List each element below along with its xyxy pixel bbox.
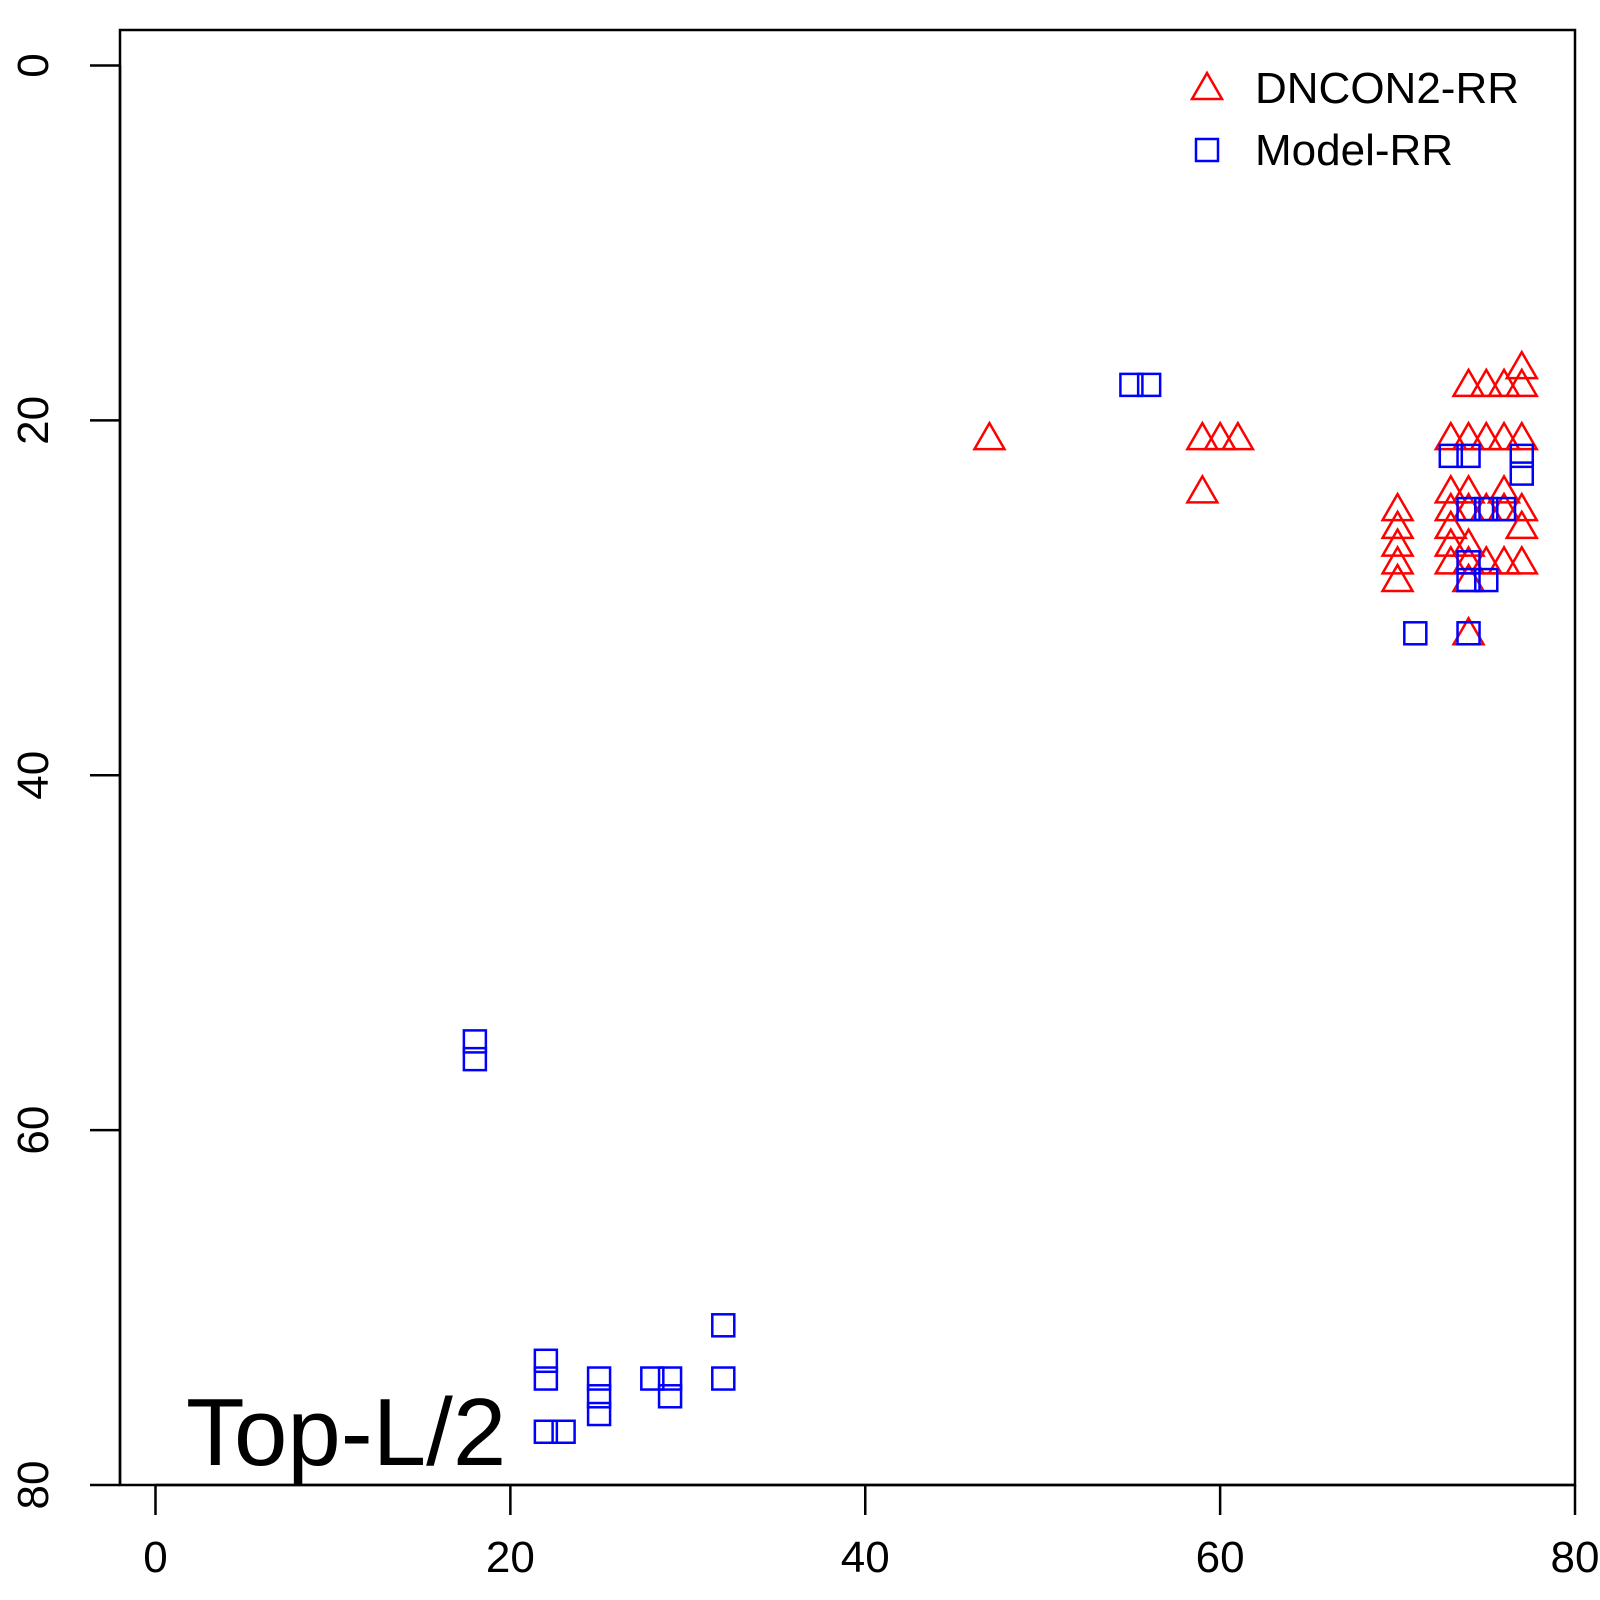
square-point — [1136, 372, 1162, 398]
triangle-point — [1504, 509, 1539, 540]
plot-frame — [118, 28, 1577, 1487]
triangle-point — [1380, 562, 1415, 593]
series-square — [462, 372, 1535, 1445]
legend-item: DNCON2-RR — [1189, 64, 1519, 113]
triangle-point — [1486, 420, 1522, 451]
square-point — [640, 1366, 665, 1391]
triangle-point — [1433, 420, 1468, 451]
legend-label: Model-RR — [1255, 126, 1453, 175]
square-point — [1491, 496, 1517, 522]
triangle-point — [1504, 367, 1539, 398]
x-tick-label: 20 — [486, 1533, 535, 1582]
triangle-point — [1486, 367, 1522, 398]
y-tick-label: 0 — [9, 53, 58, 77]
square-point — [1403, 621, 1428, 646]
square-point — [1509, 461, 1535, 486]
triangle-point — [1451, 420, 1486, 451]
triangle-point — [1451, 527, 1486, 557]
square-point — [1119, 372, 1144, 398]
square-point — [462, 1029, 488, 1054]
triangle-point — [1185, 420, 1220, 451]
square-point — [551, 1419, 576, 1445]
x-tick-label: 80 — [1551, 1533, 1600, 1582]
square-point — [533, 1419, 559, 1445]
triangle-point — [1469, 367, 1504, 398]
triangle-point — [1433, 473, 1468, 504]
legend-square-icon — [1194, 137, 1220, 163]
square-point — [533, 1366, 559, 1391]
square-point — [1456, 443, 1481, 469]
triangle-point — [1504, 544, 1539, 575]
triangle-point — [1185, 473, 1220, 504]
square-point — [586, 1401, 612, 1427]
square-point — [462, 1046, 488, 1072]
square-point — [586, 1384, 612, 1409]
y-tick-label: 40 — [9, 751, 58, 800]
square-point — [533, 1348, 559, 1374]
y-tick-label: 80 — [9, 1461, 58, 1510]
square-point — [711, 1366, 736, 1391]
triangle-point — [1504, 349, 1539, 380]
triangle-point — [1451, 473, 1486, 504]
square-point — [1474, 567, 1499, 593]
y-tick-label: 60 — [9, 1106, 58, 1155]
series-triangle — [972, 349, 1539, 646]
triangle-point — [1486, 544, 1522, 575]
square-point — [1474, 496, 1499, 522]
triangle-point — [1451, 367, 1486, 398]
triangle-point — [1380, 544, 1415, 575]
square-point — [1438, 443, 1464, 469]
square-point — [586, 1366, 612, 1391]
triangle-point — [1433, 527, 1468, 557]
triangle-point — [1380, 491, 1415, 522]
triangle-point — [1380, 527, 1415, 557]
triangle-point — [1202, 420, 1238, 451]
square-point — [657, 1366, 683, 1391]
triangle-point — [1433, 509, 1468, 540]
x-tick-label: 0 — [143, 1533, 167, 1582]
square-point — [657, 1384, 683, 1409]
square-point — [1456, 496, 1481, 522]
x-axis: 0 20 40 60 80 — [143, 1483, 1600, 1582]
panel-annotation: Top-L/2 — [186, 1379, 506, 1486]
triangle-point — [1486, 473, 1522, 504]
square-point — [1456, 567, 1481, 593]
triangle-point — [1220, 420, 1256, 451]
triangle-point — [1504, 420, 1539, 451]
square-point — [1456, 550, 1481, 575]
y-tick-label: 20 — [9, 396, 58, 445]
square-point — [711, 1313, 736, 1338]
x-tick-label: 60 — [1196, 1533, 1245, 1582]
square-point — [1509, 443, 1535, 469]
triangle-point — [1380, 509, 1415, 540]
x-tick-label: 40 — [841, 1533, 890, 1582]
legend-item: Model-RR — [1194, 126, 1453, 175]
legend: DNCON2-RR Model-RR — [1189, 64, 1519, 175]
triangle-point — [1469, 420, 1504, 451]
y-axis: 0 20 40 60 80 — [9, 53, 122, 1510]
legend-triangle-icon — [1189, 70, 1225, 101]
square-point — [1456, 621, 1481, 646]
triangle-point — [972, 420, 1007, 451]
data-points — [462, 349, 1539, 1445]
legend-label: DNCON2-RR — [1255, 64, 1519, 113]
